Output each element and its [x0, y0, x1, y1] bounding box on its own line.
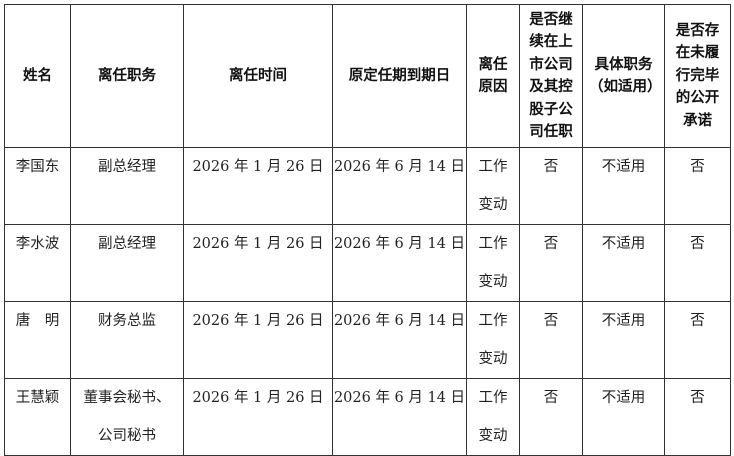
table-row: 李水波 副总经理 2026 年 1 月 26 日 2026 年 6 月 14 日工作变… [4, 224, 731, 302]
cell-continue-role: 否 [519, 378, 583, 456]
cell-position: 副总经理 [70, 224, 184, 302]
cell-name: 唐 明 [4, 301, 71, 379]
cell-specific-position: 不适用 [582, 147, 665, 225]
cell-reason: 工作变动 [466, 147, 520, 225]
cell-reason: 工作变动 [466, 378, 520, 456]
cell-unfulfilled-commitment: 否 [664, 147, 731, 225]
cell-unfulfilled-commitment: 否 [664, 224, 731, 302]
cell-name: 王慧颖 [4, 378, 71, 456]
cell-continue-role: 否 [519, 224, 583, 302]
table-row: 王慧颖 董事会秘书、公司秘书 2026 年 1 月 26 日 2026 年 6 月 1… [4, 378, 731, 456]
cell-name: 李水波 [4, 224, 71, 302]
cell-resign-date: 2026 年 1 月 26 日 [183, 301, 333, 379]
cell-reason: 工作变动 [466, 301, 520, 379]
cell-continue-role: 否 [519, 301, 583, 379]
table-row: 李国东 副总经理 2026 年 1 月 26 日 2026 年 6 月 14 日工作变… [4, 147, 731, 225]
cell-unfulfilled-commitment: 否 [664, 301, 731, 379]
header-reason: 离任原因 [466, 4, 520, 148]
cell-specific-position: 不适用 [582, 301, 665, 379]
resignation-table: 姓名 离任职务 离任时间 原定任期到期日 离任原因 是否继续在上市公司及其控股子公司任职具… [4, 4, 731, 456]
cell-term-end-date: 2026 年 6 月 14 日 [332, 301, 467, 379]
table-row: 唐 明财务总监 2026 年 1 月 26 日 2026 年 6 月 14 日工作变… [4, 301, 731, 379]
header-specific-position: 具体职务（如适用） [582, 4, 665, 148]
header-term-end-date: 原定任期到期日 [332, 4, 467, 148]
cell-term-end-date: 2026 年 6 月 14 日 [332, 224, 467, 302]
cell-continue-role: 否 [519, 147, 583, 225]
cell-term-end-date: 2026 年 6 月 14 日 [332, 378, 467, 456]
cell-position: 董事会秘书、公司秘书 [70, 378, 184, 456]
header-row: 姓名 离任职务 离任时间 原定任期到期日 离任原因 是否继续在上市公司及其控股子公司任职具… [4, 4, 731, 148]
cell-resign-date: 2026 年 1 月 26 日 [183, 224, 333, 302]
cell-resign-date: 2026 年 1 月 26 日 [183, 378, 333, 456]
cell-specific-position: 不适用 [582, 224, 665, 302]
cell-term-end-date: 2026 年 6 月 14 日 [332, 147, 467, 225]
cell-reason: 工作变动 [466, 224, 520, 302]
header-position: 离任职务 [70, 4, 184, 148]
header-unfulfilled-commitment: 是否存在未履行完毕的公开承诺 [664, 4, 731, 148]
cell-resign-date: 2026 年 1 月 26 日 [183, 147, 333, 225]
header-continue-role: 是否继续在上市公司及其控股子公司任职 [519, 4, 583, 148]
cell-position: 副总经理 [70, 147, 184, 225]
cell-position: 财务总监 [70, 301, 184, 379]
header-resign-date: 离任时间 [183, 4, 333, 148]
cell-specific-position: 不适用 [582, 378, 665, 456]
cell-name: 李国东 [4, 147, 71, 225]
header-name: 姓名 [4, 4, 71, 148]
cell-unfulfilled-commitment: 否 [664, 378, 731, 456]
